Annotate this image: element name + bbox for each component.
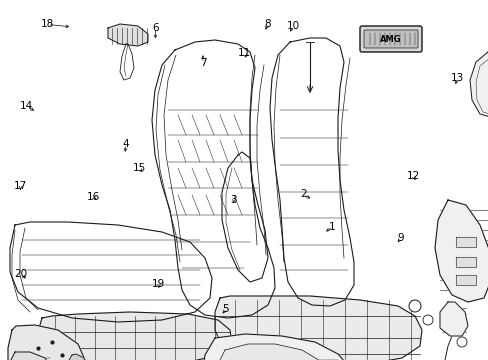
Text: 6: 6 (152, 23, 159, 33)
Text: 19: 19 (152, 279, 165, 289)
Polygon shape (108, 24, 148, 46)
Text: 4: 4 (122, 139, 129, 149)
Circle shape (456, 337, 466, 347)
Text: 9: 9 (397, 233, 404, 243)
Circle shape (408, 300, 420, 312)
Polygon shape (222, 152, 267, 282)
Polygon shape (68, 354, 86, 360)
FancyBboxPatch shape (359, 26, 421, 52)
Text: 13: 13 (449, 73, 463, 84)
Text: AMG: AMG (379, 35, 401, 44)
Text: 10: 10 (286, 21, 299, 31)
Polygon shape (455, 275, 475, 285)
Polygon shape (120, 44, 134, 80)
Polygon shape (269, 38, 353, 306)
Polygon shape (38, 312, 231, 360)
Polygon shape (439, 302, 467, 336)
Polygon shape (469, 52, 488, 118)
Text: 7: 7 (199, 58, 206, 68)
Text: 15: 15 (132, 163, 146, 174)
Text: 14: 14 (20, 101, 34, 111)
Text: 16: 16 (87, 192, 101, 202)
Text: 11: 11 (237, 48, 251, 58)
Polygon shape (8, 325, 85, 360)
Polygon shape (455, 237, 475, 247)
Text: 2: 2 (299, 189, 306, 199)
Text: 18: 18 (41, 19, 55, 30)
Text: 1: 1 (328, 222, 335, 232)
Polygon shape (152, 40, 274, 318)
Text: 5: 5 (222, 304, 229, 314)
Polygon shape (10, 222, 212, 322)
Polygon shape (202, 334, 354, 360)
Text: 3: 3 (230, 195, 237, 205)
Polygon shape (216, 344, 337, 360)
Text: 20: 20 (14, 269, 27, 279)
Polygon shape (434, 200, 488, 302)
Polygon shape (455, 257, 475, 267)
Polygon shape (10, 352, 52, 360)
Polygon shape (215, 296, 421, 360)
FancyBboxPatch shape (363, 30, 417, 48)
Text: 12: 12 (406, 171, 419, 181)
Text: 17: 17 (14, 181, 27, 192)
Text: 8: 8 (264, 19, 271, 30)
Circle shape (422, 315, 432, 325)
